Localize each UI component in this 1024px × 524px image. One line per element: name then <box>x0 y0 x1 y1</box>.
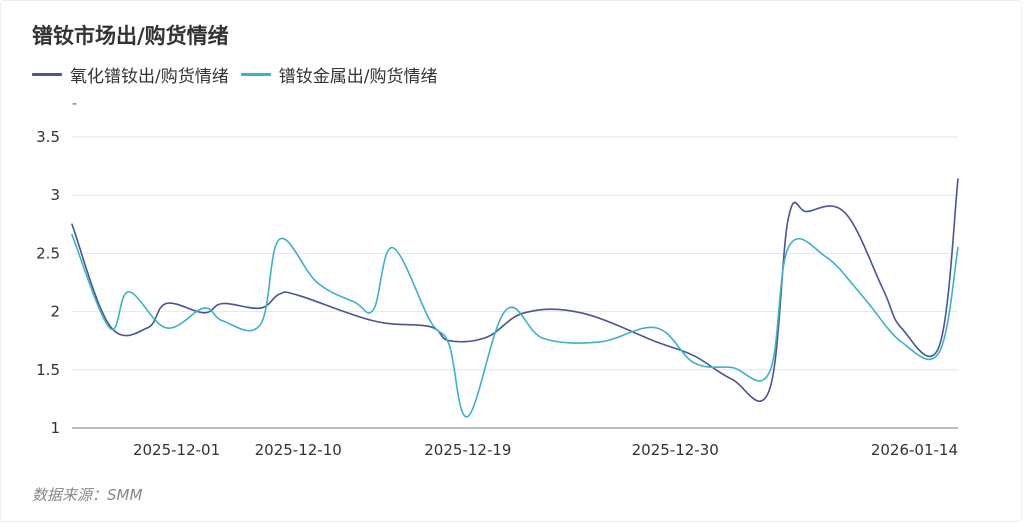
y-tick-label: 3 <box>50 186 60 204</box>
legend-item-oxide[interactable]: 氧化镨钕出/购货情绪 <box>32 62 229 87</box>
y-tick-label: 3.5 <box>36 128 60 146</box>
legend-label-metal: 镨钕金属出/购货情绪 <box>278 67 438 87</box>
legend-swatch-metal <box>240 73 271 76</box>
x-tick-label: 2025-12-30 <box>632 441 719 459</box>
y-axis-unit: - <box>72 96 78 112</box>
y-tick-label: 2 <box>50 303 60 321</box>
data-source: 数据来源：SMM <box>32 486 143 504</box>
chart-title: 镨钕市场出/购货情绪 <box>32 24 229 48</box>
x-tick-label: 2026-01-14 <box>871 441 958 459</box>
series-line-metal <box>71 234 959 418</box>
x-tick-label: 2025-12-01 <box>133 441 220 459</box>
legend-swatch-oxide <box>32 73 62 76</box>
y-tick-label: 1.5 <box>36 361 60 379</box>
series-line-oxide <box>71 178 959 402</box>
y-tick-label: 2.5 <box>36 244 60 262</box>
x-tick-label: 2025-12-19 <box>424 441 511 459</box>
x-tick-label: 2025-12-10 <box>255 441 342 459</box>
legend-item-metal[interactable]: 镨钕金属出/购货情绪 <box>240 62 438 87</box>
chart-legend: 氧化镨钕出/购货情绪 镨钕金属出/购货情绪 <box>32 62 449 87</box>
y-tick-label: 1 <box>50 419 60 437</box>
legend-label-oxide: 氧化镨钕出/购货情绪 <box>70 67 229 87</box>
